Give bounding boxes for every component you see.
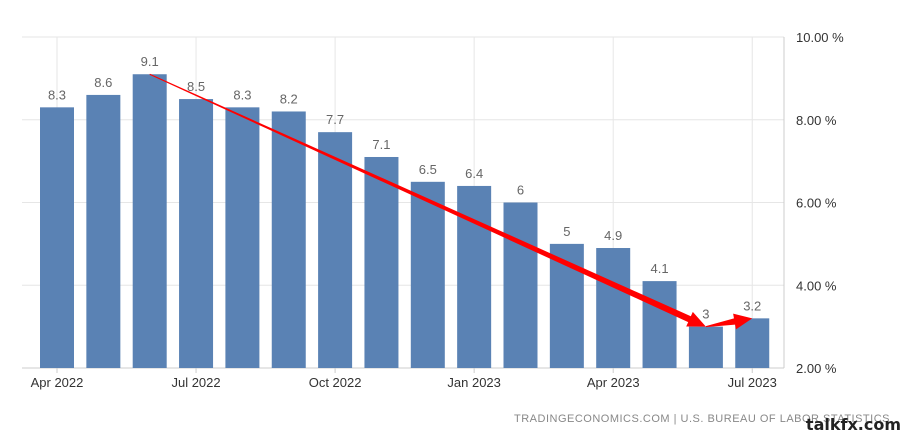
bar <box>457 185 492 368</box>
bar <box>132 74 167 369</box>
data-label: 7.1 <box>372 137 390 152</box>
data-label: 8.3 <box>48 87 66 102</box>
annotations-layer <box>149 73 753 330</box>
y-tick-label: 4.00 % <box>796 278 837 293</box>
data-label: 8.5 <box>187 79 205 94</box>
data-label: 8.6 <box>94 75 112 90</box>
data-label: 6 <box>517 183 524 198</box>
y-tick-label: 6.00 % <box>796 196 837 211</box>
y-tick-label: 2.00 % <box>796 361 837 376</box>
watermark-text: talkfx.com <box>805 415 901 434</box>
bar <box>271 111 306 368</box>
data-label: 8.3 <box>233 87 251 102</box>
bar <box>40 107 74 369</box>
data-label: 8.2 <box>280 91 298 106</box>
data-label: 7.7 <box>326 112 344 127</box>
data-label: 5 <box>563 224 570 239</box>
data-label: 6.5 <box>419 162 437 177</box>
bar <box>318 132 353 368</box>
data-label: 9.1 <box>141 54 159 69</box>
data-label: 4.9 <box>604 228 622 243</box>
bar <box>410 181 445 368</box>
data-label: 4.1 <box>651 261 669 276</box>
data-label: 3.2 <box>743 298 761 313</box>
x-tick-label: Jul 2022 <box>171 375 220 390</box>
y-tick-label: 8.00 % <box>796 113 837 128</box>
bar <box>225 107 260 369</box>
x-tick-label: Apr 2022 <box>31 375 84 390</box>
x-tick-label: Jul 2023 <box>728 375 777 390</box>
data-label: 3 <box>702 307 709 322</box>
bar <box>735 318 770 368</box>
bars-layer <box>40 74 770 369</box>
bar <box>179 99 214 368</box>
bar <box>86 94 121 369</box>
bar <box>642 281 677 368</box>
bar <box>688 326 723 368</box>
trend-arrow <box>149 73 706 327</box>
y-axis: 2.00 % 4.00 % 6.00 % 8.00 % 10.00 % <box>783 30 844 376</box>
x-tick-label: Oct 2022 <box>309 375 362 390</box>
data-labels-layer: 8.3 8.6 9.1 8.5 8.3 8.2 7.7 7.1 6.5 6.4 6 5 4.9 4.1 3 3… <box>48 54 761 321</box>
x-tick-label: Jan 2023 <box>447 375 501 390</box>
bar <box>364 156 399 368</box>
bar <box>503 202 538 368</box>
y-tick-label: 10.00 % <box>796 30 844 45</box>
trend-arrow <box>705 313 753 330</box>
bar <box>596 248 631 368</box>
x-axis: Apr 2022 Jul 2022 Oct 2022 Jan 2023 Apr 2023… <box>31 368 777 390</box>
source-caption: TRADINGECONOMICS.COM | U.S. BUREAU OF LA… <box>514 413 890 425</box>
x-tick-label: Apr 2023 <box>587 375 640 390</box>
data-label: 6.4 <box>465 166 483 181</box>
